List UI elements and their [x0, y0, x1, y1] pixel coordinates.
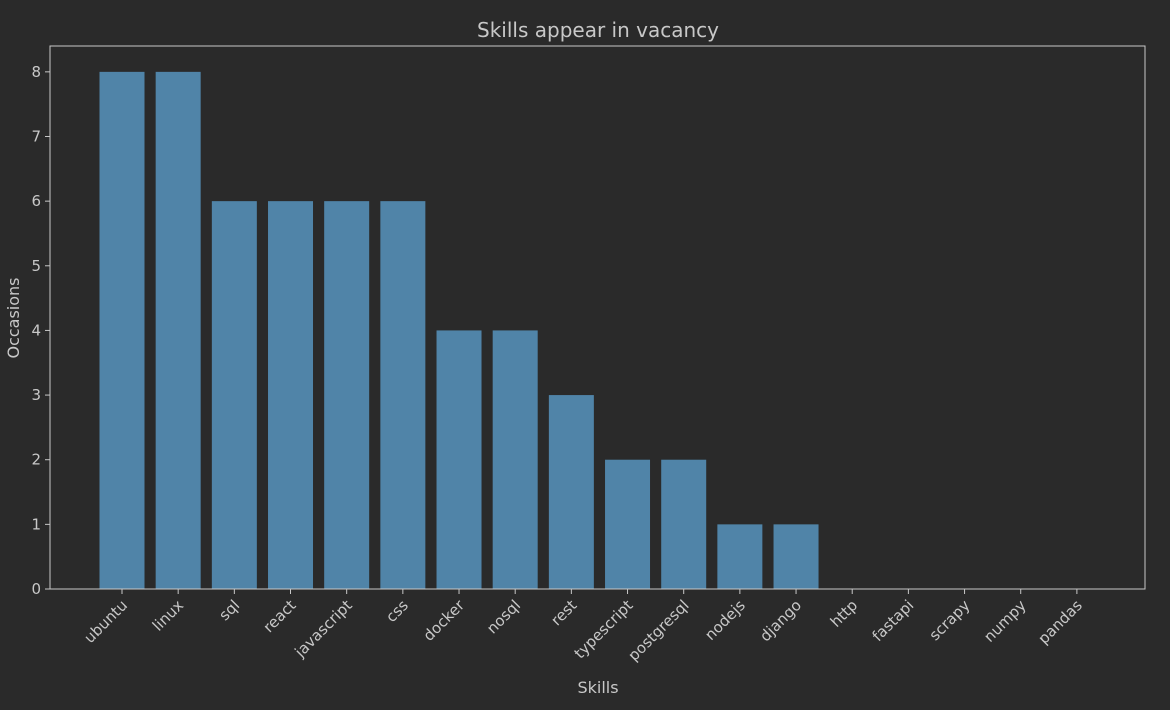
x-tick-label: javascript [290, 596, 355, 661]
x-tick-label: http [827, 596, 862, 631]
bars-group [99, 71, 819, 590]
bar-nosql [492, 330, 538, 589]
x-tick-label: nosql [483, 596, 524, 637]
bar-sql [211, 201, 257, 589]
bar-css [380, 201, 426, 589]
bar-rest [548, 395, 594, 589]
bar-javascript [324, 201, 370, 589]
bar-django [773, 524, 819, 589]
bar-ubuntu [99, 71, 145, 590]
bar-docker [436, 330, 482, 589]
y-ticks-group: 0 1 2 3 4 5 6 7 8 [31, 63, 50, 598]
y-tick-label: 0 [31, 580, 41, 598]
plot-frame [49, 45, 1146, 590]
x-tick-label: linux [149, 596, 187, 634]
x-tick-label: react [260, 596, 300, 636]
x-tick-label: fastapi [869, 596, 918, 645]
x-tick-label: django [756, 596, 805, 645]
y-axis-label: Occasions [4, 277, 23, 358]
x-tick-label: postgresql [624, 596, 692, 664]
x-tick-label: pandas [1034, 596, 1086, 648]
bar-nodejs [717, 524, 763, 589]
x-tick-label: scrapy [926, 596, 974, 644]
y-tick-label: 6 [31, 192, 41, 210]
x-axis-label: Skills [577, 678, 618, 697]
bar-typescript [605, 459, 651, 589]
y-tick-label: 1 [31, 515, 41, 533]
x-tick-label: rest [547, 596, 580, 629]
bar-postgresql [661, 459, 707, 589]
x-tick-label: nodejs [701, 596, 749, 644]
x-tick-label: sql [215, 596, 243, 624]
chart-title: Skills appear in vacancy [477, 18, 719, 42]
bar-linux [155, 71, 201, 590]
x-tick-label: css [382, 596, 412, 626]
y-tick-label: 8 [31, 63, 41, 81]
y-tick-label: 2 [31, 451, 41, 469]
bar-react [268, 201, 314, 589]
y-tick-label: 7 [31, 128, 41, 146]
y-tick-label: 3 [31, 386, 41, 404]
x-tick-label: ubuntu [80, 596, 131, 647]
y-tick-label: 5 [31, 257, 41, 275]
x-tick-label: numpy [980, 596, 1030, 646]
y-tick-label: 4 [31, 321, 41, 339]
x-tick-label: docker [420, 596, 469, 645]
